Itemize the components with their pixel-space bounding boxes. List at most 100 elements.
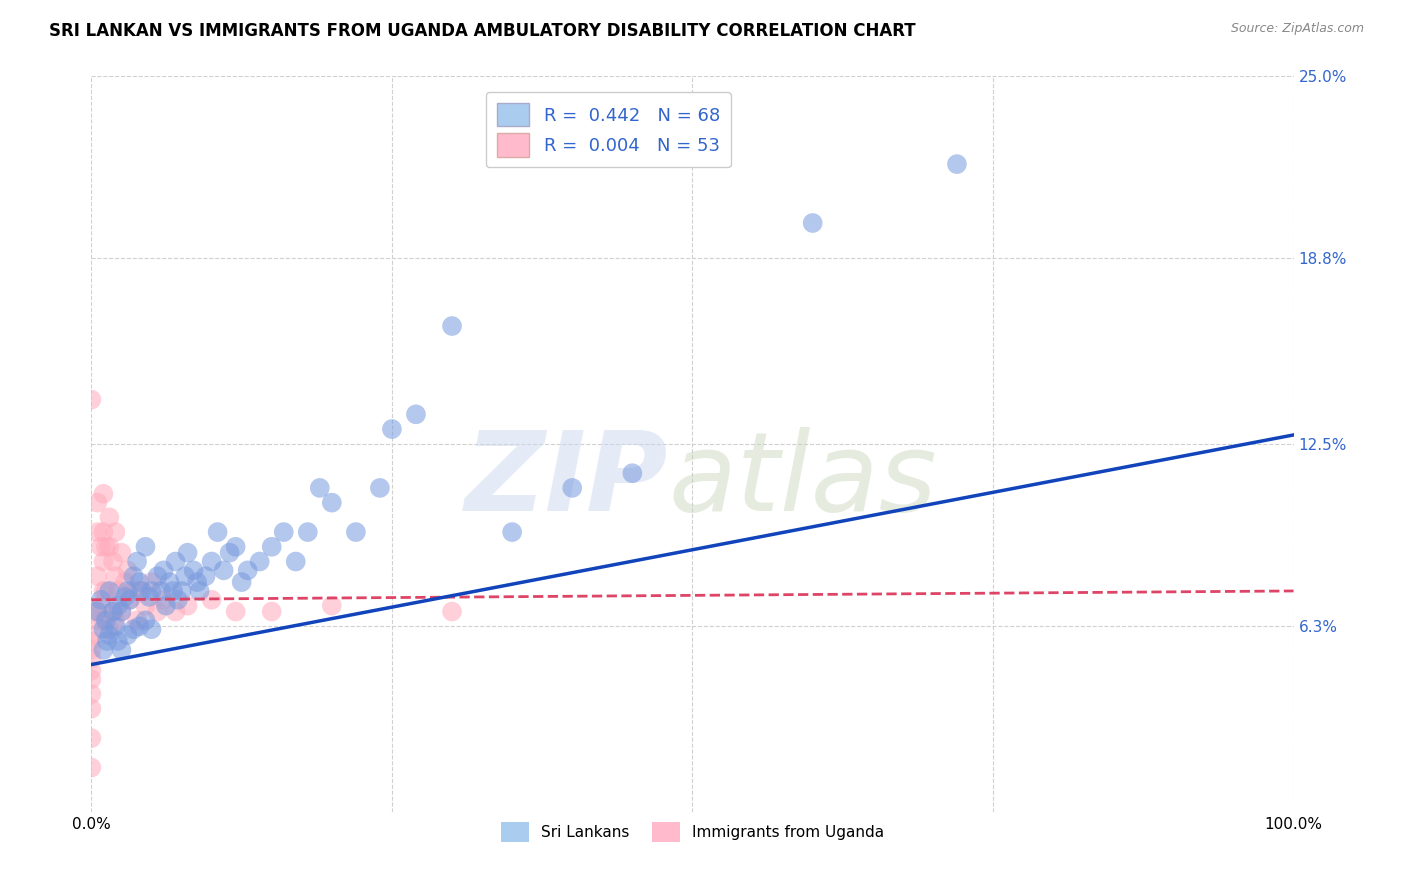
- Point: [801, 216, 824, 230]
- Point: [128, 575, 150, 590]
- Point: [110, 642, 132, 657]
- Point: [117, 628, 139, 642]
- Point: [128, 584, 150, 599]
- Text: ZIP: ZIP: [465, 427, 668, 534]
- Point: [134, 599, 156, 613]
- Point: [134, 614, 156, 628]
- Point: [236, 563, 259, 577]
- Point: [104, 614, 127, 628]
- Point: [201, 592, 224, 607]
- Point: [80, 687, 103, 701]
- Point: [90, 540, 112, 554]
- Point: [114, 575, 136, 590]
- Point: [207, 524, 229, 539]
- Point: [297, 524, 319, 539]
- Point: [93, 584, 115, 599]
- Point: [150, 584, 173, 599]
- Point: [186, 575, 208, 590]
- Point: [101, 605, 124, 619]
- Point: [141, 575, 163, 590]
- Point: [176, 599, 198, 613]
- Point: [165, 605, 187, 619]
- Point: [80, 731, 103, 746]
- Point: [146, 605, 169, 619]
- Point: [321, 599, 343, 613]
- Point: [381, 422, 404, 436]
- Point: [107, 634, 129, 648]
- Point: [104, 569, 127, 583]
- Point: [308, 481, 330, 495]
- Point: [176, 546, 198, 560]
- Point: [90, 592, 112, 607]
- Point: [80, 673, 103, 687]
- Point: [110, 605, 132, 619]
- Text: Source: ZipAtlas.com: Source: ZipAtlas.com: [1230, 22, 1364, 36]
- Point: [165, 554, 187, 569]
- Point: [141, 584, 163, 599]
- Point: [225, 605, 247, 619]
- Point: [260, 540, 283, 554]
- Point: [93, 524, 115, 539]
- Point: [94, 584, 117, 599]
- Point: [260, 605, 283, 619]
- Point: [284, 554, 307, 569]
- Point: [80, 628, 103, 642]
- Legend: Sri Lankans, Immigrants from Uganda: Sri Lankans, Immigrants from Uganda: [495, 816, 890, 848]
- Point: [117, 563, 139, 577]
- Point: [86, 496, 108, 510]
- Point: [170, 584, 193, 599]
- Point: [162, 584, 184, 599]
- Point: [183, 563, 205, 577]
- Point: [218, 546, 240, 560]
- Point: [212, 563, 235, 577]
- Point: [128, 619, 150, 633]
- Point: [80, 701, 103, 715]
- Point: [98, 584, 121, 599]
- Point: [125, 614, 148, 628]
- Point: [110, 546, 132, 560]
- Point: [94, 540, 117, 554]
- Point: [86, 605, 108, 619]
- Point: [561, 481, 583, 495]
- Point: [80, 642, 103, 657]
- Point: [104, 619, 127, 633]
- Point: [118, 592, 141, 607]
- Point: [80, 392, 103, 407]
- Point: [174, 569, 197, 583]
- Point: [501, 524, 523, 539]
- Point: [93, 614, 115, 628]
- Point: [405, 407, 427, 421]
- Point: [368, 481, 391, 495]
- Point: [93, 642, 115, 657]
- Point: [80, 664, 103, 678]
- Point: [122, 584, 145, 599]
- Point: [155, 599, 177, 613]
- Point: [80, 634, 103, 648]
- Point: [84, 605, 107, 619]
- Point: [440, 605, 463, 619]
- Point: [131, 584, 153, 599]
- Point: [86, 569, 108, 583]
- Point: [101, 605, 124, 619]
- Point: [94, 614, 117, 628]
- Point: [621, 466, 644, 480]
- Point: [107, 584, 129, 599]
- Point: [104, 524, 127, 539]
- Point: [80, 651, 103, 665]
- Point: [273, 524, 295, 539]
- Point: [344, 524, 367, 539]
- Point: [98, 628, 121, 642]
- Point: [107, 599, 129, 613]
- Point: [93, 487, 115, 501]
- Point: [167, 592, 190, 607]
- Point: [110, 605, 132, 619]
- Point: [152, 592, 174, 607]
- Point: [122, 622, 145, 636]
- Point: [194, 569, 217, 583]
- Point: [86, 524, 108, 539]
- Point: [321, 496, 343, 510]
- Point: [125, 554, 148, 569]
- Point: [98, 510, 121, 524]
- Point: [114, 590, 136, 604]
- Point: [231, 575, 253, 590]
